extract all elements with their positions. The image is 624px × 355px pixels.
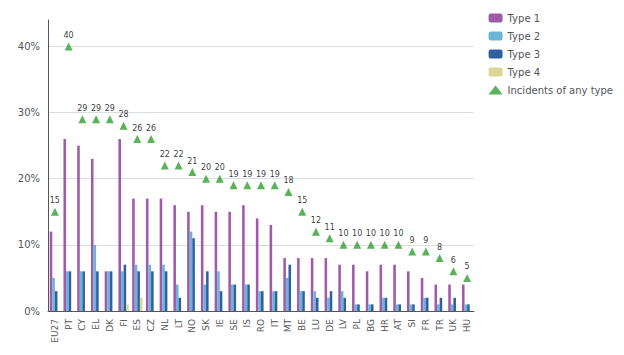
svg-text:LV: LV xyxy=(338,318,348,329)
svg-text:PL: PL xyxy=(352,319,362,329)
svg-text:BG: BG xyxy=(366,319,376,332)
svg-text:15: 15 xyxy=(50,196,60,205)
svg-text:FI: FI xyxy=(119,319,129,327)
svg-text:EL: EL xyxy=(91,319,101,330)
svg-text:EU27: EU27 xyxy=(50,319,60,343)
svg-text:29: 29 xyxy=(91,104,101,113)
svg-text:DE: DE xyxy=(325,319,335,332)
svg-text:8: 8 xyxy=(437,243,442,252)
svg-text:NO: NO xyxy=(187,319,197,333)
svg-text:ES: ES xyxy=(132,319,142,331)
svg-text:BE: BE xyxy=(297,319,307,331)
svg-text:10: 10 xyxy=(393,229,403,238)
svg-text:15: 15 xyxy=(297,196,307,205)
svg-text:20: 20 xyxy=(215,163,225,172)
svg-text:CY: CY xyxy=(77,318,87,330)
svg-text:HR: HR xyxy=(380,319,390,332)
svg-text:21: 21 xyxy=(187,157,197,166)
svg-text:IT: IT xyxy=(270,319,280,328)
svg-text:22: 22 xyxy=(160,150,170,159)
svg-text:6: 6 xyxy=(451,256,456,265)
svg-text:29: 29 xyxy=(77,104,87,113)
svg-text:SE: SE xyxy=(229,319,239,331)
svg-text:12: 12 xyxy=(311,216,321,225)
svg-text:RO: RO xyxy=(256,319,266,332)
svg-text:22: 22 xyxy=(173,150,183,159)
svg-text:TR: TR xyxy=(435,319,445,332)
svg-text:IS: IS xyxy=(242,319,252,328)
svg-text:9: 9 xyxy=(423,236,428,245)
svg-text:19: 19 xyxy=(242,170,252,179)
svg-text:19: 19 xyxy=(228,170,238,179)
svg-text:5: 5 xyxy=(465,262,470,271)
svg-text:0%: 0% xyxy=(24,306,40,317)
svg-text:CZ: CZ xyxy=(146,319,156,331)
svg-text:11: 11 xyxy=(325,223,335,232)
svg-text:10: 10 xyxy=(380,229,390,238)
svg-text:UK: UK xyxy=(448,318,458,332)
svg-text:Type 4: Type 4 xyxy=(507,67,541,78)
svg-text:10%: 10% xyxy=(18,239,40,250)
svg-text:30%: 30% xyxy=(18,107,40,118)
svg-text:Incidents of any type: Incidents of any type xyxy=(508,85,613,96)
svg-text:DK: DK xyxy=(105,318,115,332)
svg-text:10: 10 xyxy=(366,229,376,238)
svg-text:SI: SI xyxy=(407,319,417,327)
svg-text:Type 2: Type 2 xyxy=(507,31,541,42)
svg-text:LU: LU xyxy=(311,319,321,330)
svg-text:20: 20 xyxy=(201,163,211,172)
svg-text:Type 1: Type 1 xyxy=(507,13,541,24)
svg-text:10: 10 xyxy=(352,229,362,238)
svg-text:40%: 40% xyxy=(18,41,40,52)
svg-text:19: 19 xyxy=(256,170,266,179)
svg-text:10: 10 xyxy=(338,229,348,238)
svg-text:26: 26 xyxy=(146,124,156,133)
svg-text:HU: HU xyxy=(462,319,472,332)
svg-text:9: 9 xyxy=(410,236,415,245)
svg-text:PT: PT xyxy=(64,319,74,330)
svg-text:28: 28 xyxy=(118,110,128,119)
svg-text:NL: NL xyxy=(160,319,170,331)
svg-text:40: 40 xyxy=(64,31,74,40)
svg-text:19: 19 xyxy=(270,170,280,179)
svg-text:IE: IE xyxy=(215,319,225,328)
svg-text:FR: FR xyxy=(421,319,431,330)
svg-text:AT: AT xyxy=(393,319,403,330)
svg-text:MT: MT xyxy=(283,319,293,333)
svg-text:18: 18 xyxy=(283,176,293,185)
svg-text:29: 29 xyxy=(105,104,115,113)
svg-text:Type 3: Type 3 xyxy=(507,49,541,60)
svg-text:26: 26 xyxy=(132,124,142,133)
svg-text:SK: SK xyxy=(201,318,211,331)
svg-text:LT: LT xyxy=(174,319,184,329)
svg-text:20%: 20% xyxy=(18,173,40,184)
